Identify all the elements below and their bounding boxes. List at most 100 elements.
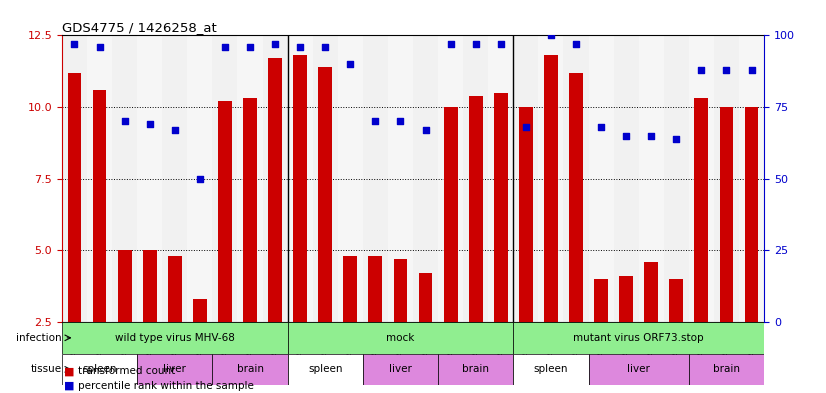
Text: spleen: spleen [83, 364, 116, 375]
Bar [438, 35, 463, 322]
Point [469, 41, 482, 47]
Text: wild type virus MHV-68: wild type virus MHV-68 [115, 333, 235, 343]
Point [444, 41, 458, 47]
Point [218, 44, 231, 50]
Point [68, 41, 81, 47]
Text: brain: brain [236, 364, 263, 375]
Bar [638, 35, 664, 322]
Bar [513, 322, 764, 354]
Bar [588, 354, 689, 385]
Bar [519, 107, 533, 322]
Bar [287, 322, 513, 354]
Bar [669, 279, 683, 322]
Point [143, 121, 156, 127]
Point [544, 32, 558, 39]
Bar [218, 101, 232, 322]
Text: spleen: spleen [534, 364, 568, 375]
Bar [287, 354, 363, 385]
Point [319, 44, 332, 50]
Bar [569, 73, 583, 322]
Bar [494, 93, 508, 322]
Bar [444, 107, 458, 322]
Bar [594, 279, 608, 322]
Point [268, 41, 282, 47]
Bar [563, 35, 588, 322]
Bar [719, 107, 733, 322]
Point [419, 127, 432, 133]
Text: tissue: tissue [31, 364, 62, 375]
Point [293, 44, 306, 50]
Bar [62, 35, 87, 322]
Point [644, 132, 657, 139]
Bar [62, 354, 137, 385]
Point [719, 67, 733, 73]
Bar [438, 354, 513, 385]
Bar [137, 35, 162, 322]
Bar [614, 35, 638, 322]
Bar [363, 35, 388, 322]
Text: percentile rank within the sample: percentile rank within the sample [78, 381, 254, 391]
Text: spleen: spleen [308, 364, 343, 375]
Bar [143, 250, 157, 322]
Bar [368, 256, 382, 322]
Bar [363, 354, 438, 385]
Bar [137, 354, 212, 385]
Bar [388, 35, 413, 322]
Bar [469, 95, 482, 322]
Bar [588, 35, 614, 322]
Bar [393, 259, 407, 322]
Point [745, 67, 758, 73]
Text: brain: brain [463, 364, 489, 375]
Bar [419, 273, 433, 322]
Text: liver: liver [627, 364, 650, 375]
Bar [644, 262, 658, 322]
Bar [695, 98, 708, 322]
Bar [513, 354, 588, 385]
Bar [344, 256, 357, 322]
Text: transformed count: transformed count [78, 366, 176, 376]
Bar [338, 35, 363, 322]
Bar [162, 35, 188, 322]
Bar [212, 35, 238, 322]
Bar [268, 58, 282, 322]
Bar [87, 35, 112, 322]
Bar [689, 35, 714, 322]
Point [595, 124, 608, 130]
Point [620, 132, 633, 139]
Point [670, 136, 683, 142]
Point [368, 118, 382, 125]
Point [193, 176, 206, 182]
Text: infection: infection [17, 333, 62, 343]
Bar [413, 35, 438, 322]
Bar [463, 35, 488, 322]
Point [394, 118, 407, 125]
Bar [689, 354, 764, 385]
Bar [93, 90, 107, 322]
Bar [287, 35, 313, 322]
Bar [118, 250, 131, 322]
Point [494, 41, 507, 47]
Bar [238, 35, 263, 322]
Text: brain: brain [713, 364, 740, 375]
Point [344, 61, 357, 67]
Text: GDS4775 / 1426258_at: GDS4775 / 1426258_at [62, 21, 216, 34]
Bar [544, 55, 558, 322]
Bar [714, 35, 739, 322]
Text: ■: ■ [64, 381, 75, 391]
Bar [212, 354, 287, 385]
Bar [243, 98, 257, 322]
Bar [263, 35, 287, 322]
Text: ■: ■ [64, 366, 75, 376]
Bar [62, 322, 287, 354]
Bar [739, 35, 764, 322]
Bar [112, 35, 137, 322]
Text: mock: mock [387, 333, 415, 343]
Bar [488, 35, 513, 322]
Bar [664, 35, 689, 322]
Point [118, 118, 131, 125]
Text: liver: liver [389, 364, 412, 375]
Bar [744, 107, 758, 322]
Bar [539, 35, 563, 322]
Bar [168, 256, 182, 322]
Bar [318, 67, 332, 322]
